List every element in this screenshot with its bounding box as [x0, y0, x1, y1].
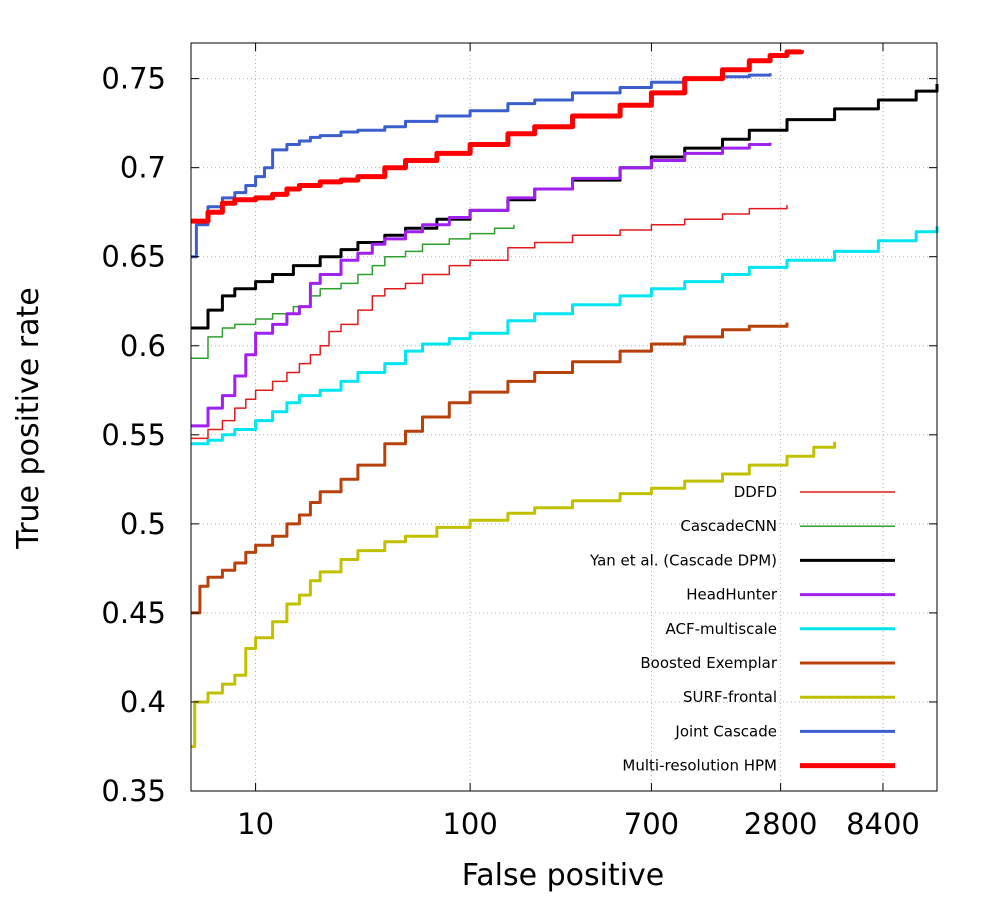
series-line-surf-frontal: [191, 441, 837, 748]
y-tick-label: 0.65: [101, 240, 166, 274]
series-line-cascadecnn: [191, 224, 515, 359]
legend-label-acf-multiscale: ACF-multiscale: [666, 620, 778, 638]
x-tick-label: 100: [442, 807, 497, 841]
x-tick-label: 10: [237, 807, 274, 841]
x-axis-label: False positive: [462, 858, 665, 893]
series-line-ddfd: [191, 205, 788, 440]
legend-label-boosted-exemplar: Boosted Exemplar: [640, 654, 777, 672]
legend-label-cascadecnn: CascadeCNN: [680, 517, 777, 535]
series-lines: [191, 49, 939, 748]
y-tick-label: 0.35: [101, 774, 166, 808]
y-tick-label: 0.7: [120, 151, 166, 185]
series-line-yan-et-al-cascade-dpm: [191, 84, 939, 330]
y-tick-label: 0.5: [120, 507, 166, 541]
series-line-acf-multiscale: [191, 226, 939, 446]
series-line-headhunter: [191, 142, 772, 428]
series-line-multi-resolution-hpm: [191, 49, 804, 224]
plot-frame: [190, 42, 938, 792]
y-axis-label: True positive rate: [11, 287, 46, 549]
axes: 0.35 0.4 0.45 0.5 0.55 0.6 0.65 0.7 0.75 10 100 700…: [101, 43, 937, 841]
legend-label-headhunter: HeadHunter: [686, 586, 778, 604]
legend-label-surf-frontal: SURF-frontal: [683, 688, 777, 706]
y-tick-label: 0.45: [101, 596, 166, 630]
y-tick-label: 0.4: [120, 685, 166, 719]
y-tick-label: 0.6: [120, 329, 166, 363]
legend-label-ddfd: DDFD: [734, 483, 777, 501]
legend: DDFD CascadeCNN Yan et al. (Cascade DPM) He…: [589, 483, 895, 775]
x-tick-label: 2800: [744, 807, 818, 841]
series-line-joint-cascade: [191, 73, 772, 259]
y-tick-label: 0.55: [101, 418, 166, 452]
series-line-boosted-exemplar: [191, 322, 789, 615]
legend-label-yan-et-al-cascade-dpm: Yan et al. (Cascade DPM): [589, 551, 777, 569]
legend-label-joint-cascade: Joint Cascade: [674, 722, 777, 740]
x-tick-label: 8400: [846, 807, 920, 841]
legend-label-multi-resolution-hpm: Multi-resolution HPM: [622, 757, 777, 775]
grid: [191, 43, 937, 792]
x-tick-label: 700: [624, 807, 679, 841]
y-tick-label: 0.75: [101, 62, 166, 96]
